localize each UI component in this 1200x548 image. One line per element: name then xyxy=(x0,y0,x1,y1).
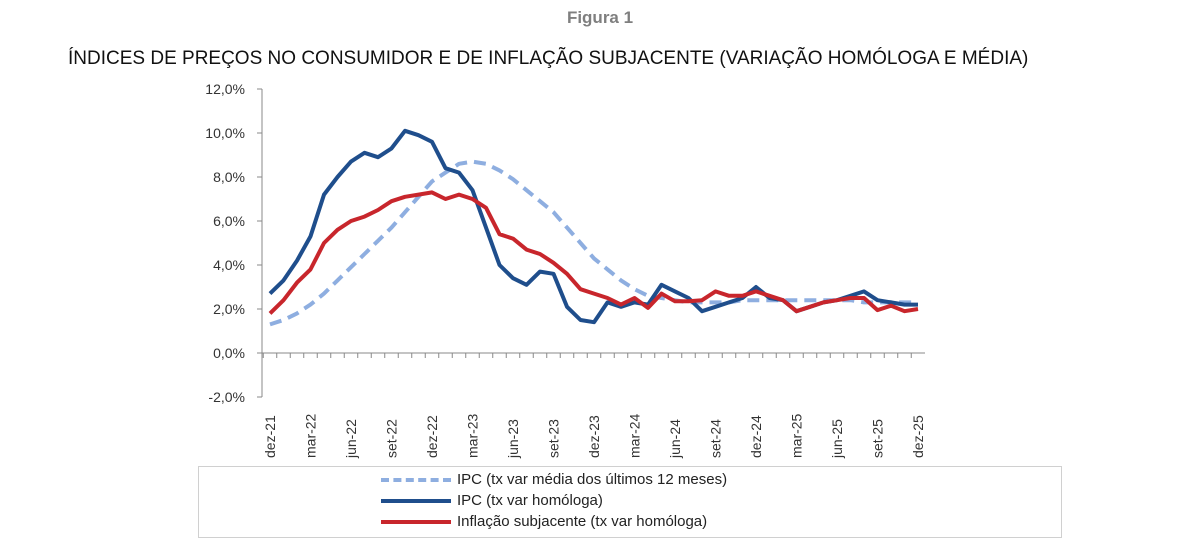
x-tick-label: jun-22 xyxy=(343,419,359,459)
legend: IPC (tx var média dos últimos 12 meses) … xyxy=(198,466,1062,538)
x-tick-label: jun-25 xyxy=(829,419,845,459)
x-tick-label: dez-23 xyxy=(586,415,602,458)
legend-swatch xyxy=(381,478,451,483)
x-tick-label: dez-21 xyxy=(262,415,278,458)
legend-label: Inflação subjacente (tx var homóloga) xyxy=(457,513,708,530)
x-tick-label: mar-24 xyxy=(627,413,643,458)
x-tick-label: jun-24 xyxy=(667,419,683,459)
legend-item-ipc-homologa: IPC (tx var homóloga) xyxy=(381,491,603,511)
series-line-2 xyxy=(268,190,919,315)
legend-item-ipc-media: IPC (tx var média dos últimos 12 meses) xyxy=(381,470,727,490)
x-tick-label: set-23 xyxy=(546,419,562,458)
x-tick-label: mar-22 xyxy=(303,413,319,458)
y-tick-label: 6,0% xyxy=(213,213,245,229)
legend-label: IPC (tx var homóloga) xyxy=(457,492,603,509)
y-tick-label: 12,0% xyxy=(205,81,245,97)
y-tick-label: 4,0% xyxy=(213,257,245,273)
figure-label: Figura 1 xyxy=(566,8,634,27)
y-tick-label: 10,0% xyxy=(205,125,245,141)
legend-swatch xyxy=(381,499,451,504)
line-chart: -2,0% 0,0% 2,0% 4,0% 6,0% 8,0% 10,0% 12,0% dez-2… xyxy=(205,81,926,459)
x-tick-label: jun-23 xyxy=(505,419,521,459)
y-tick-label: -2,0% xyxy=(208,389,245,405)
x-tick-label: set-25 xyxy=(870,419,886,458)
x-tick-label: dez-24 xyxy=(748,415,764,458)
x-tick-label: set-22 xyxy=(384,419,400,458)
legend-swatch xyxy=(381,520,451,525)
y-tick-label: 2,0% xyxy=(213,301,245,317)
x-tick-label: mar-23 xyxy=(465,413,481,458)
legend-label: IPC (tx var média dos últimos 12 meses) xyxy=(457,471,728,488)
x-tick-label: dez-22 xyxy=(424,415,440,458)
chart-title: ÍNDICES DE PREÇOS NO CONSUMIDOR E DE INF… xyxy=(68,48,1029,69)
legend-item-inflacao-subjacente: Inflação subjacente (tx var homóloga) xyxy=(381,512,707,532)
series-line-0 xyxy=(269,159,918,327)
y-tick-label: 0,0% xyxy=(213,345,245,361)
x-tick-label: set-24 xyxy=(708,419,724,458)
x-tick-label: mar-25 xyxy=(789,413,805,458)
x-tick-label: dez-25 xyxy=(910,415,926,458)
y-tick-label: 8,0% xyxy=(213,169,245,185)
